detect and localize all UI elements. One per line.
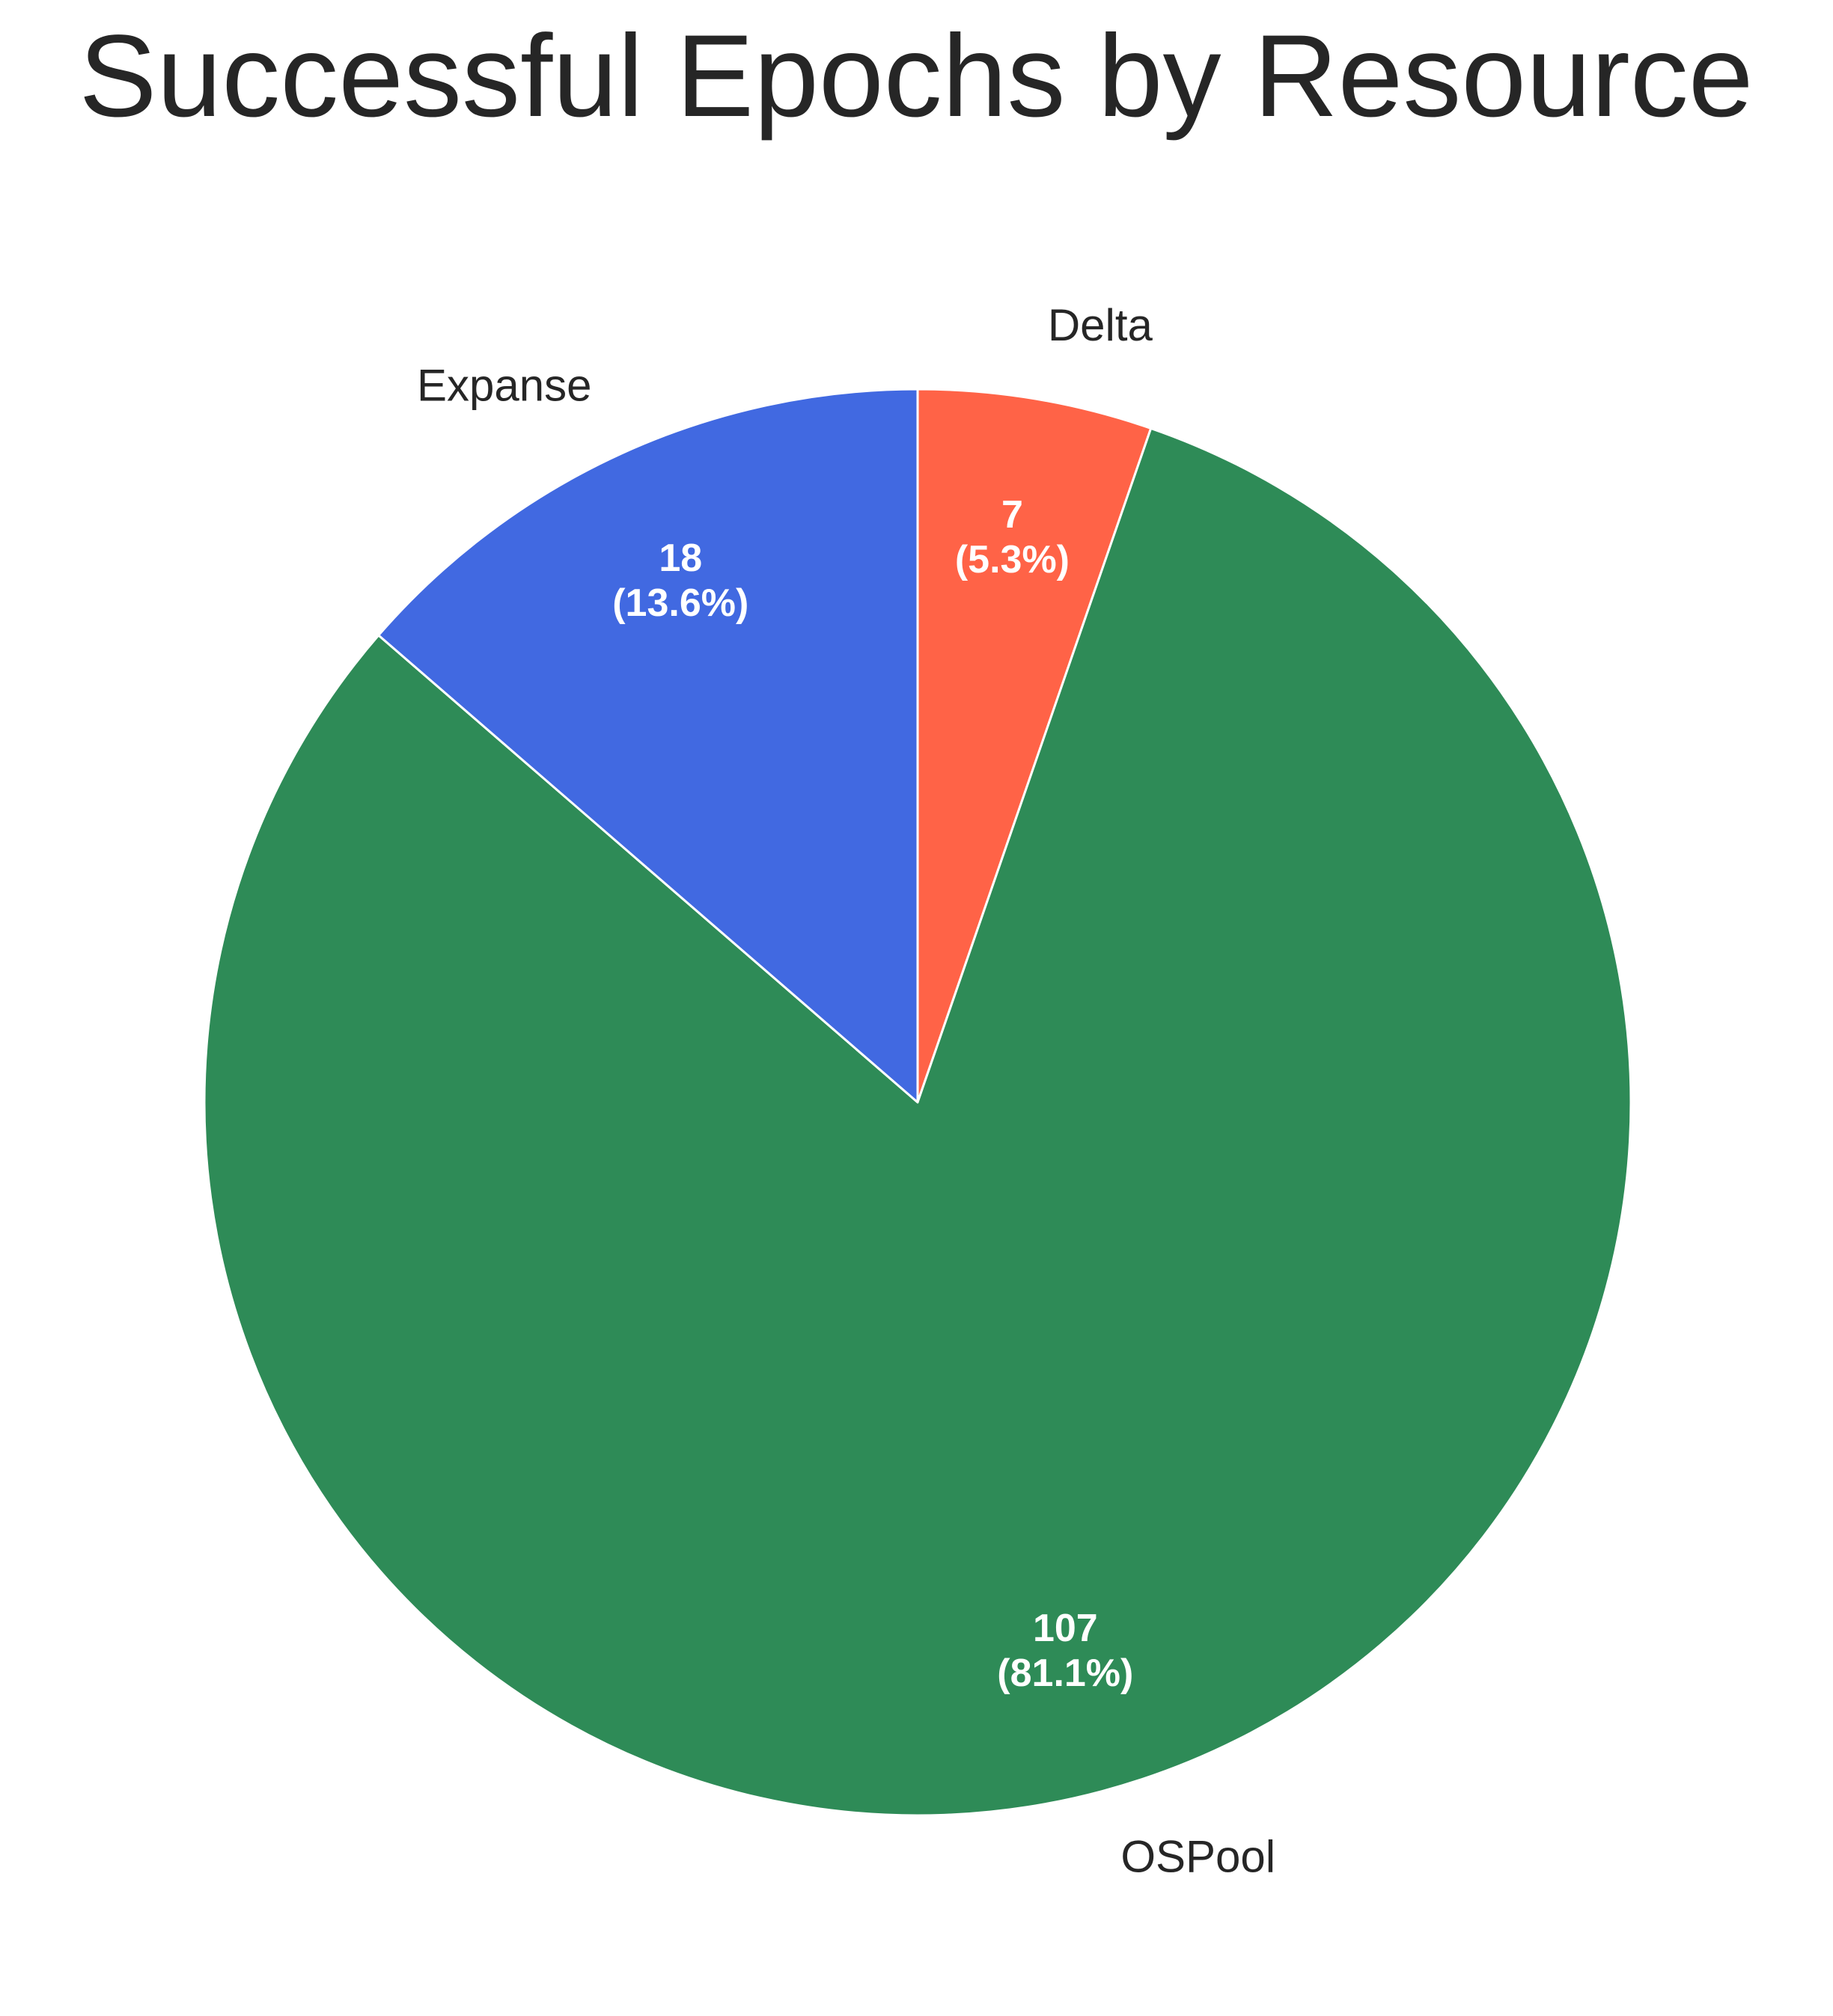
slice-label-expanse: Expanse bbox=[417, 360, 592, 410]
slice-label-delta: Delta bbox=[1048, 300, 1153, 350]
slice-percent-ospool: (81.1%) bbox=[997, 1652, 1133, 1695]
slice-label-ospool: OSPool bbox=[1120, 1831, 1275, 1881]
slice-value-delta: 7 bbox=[1001, 493, 1023, 537]
slice-percent-delta: (5.3%) bbox=[955, 538, 1070, 581]
slice-value-ospool: 107 bbox=[1033, 1607, 1098, 1650]
pie-slice-ospool bbox=[203, 427, 1632, 1817]
pie-slice-delta bbox=[916, 388, 1153, 1104]
labels-layer: Delta 7(5.3%) OSPool 107(81.1%) Expanse 18(13… bbox=[417, 300, 1275, 1881]
slice-percent-expanse: (13.6%) bbox=[612, 581, 748, 625]
chart-title: Successful Epochs by Resource bbox=[79, 11, 1753, 141]
slice-value-expanse: 18 bbox=[659, 537, 702, 580]
slices-layer bbox=[203, 388, 1632, 1817]
pie-slice-expanse bbox=[377, 388, 919, 1104]
